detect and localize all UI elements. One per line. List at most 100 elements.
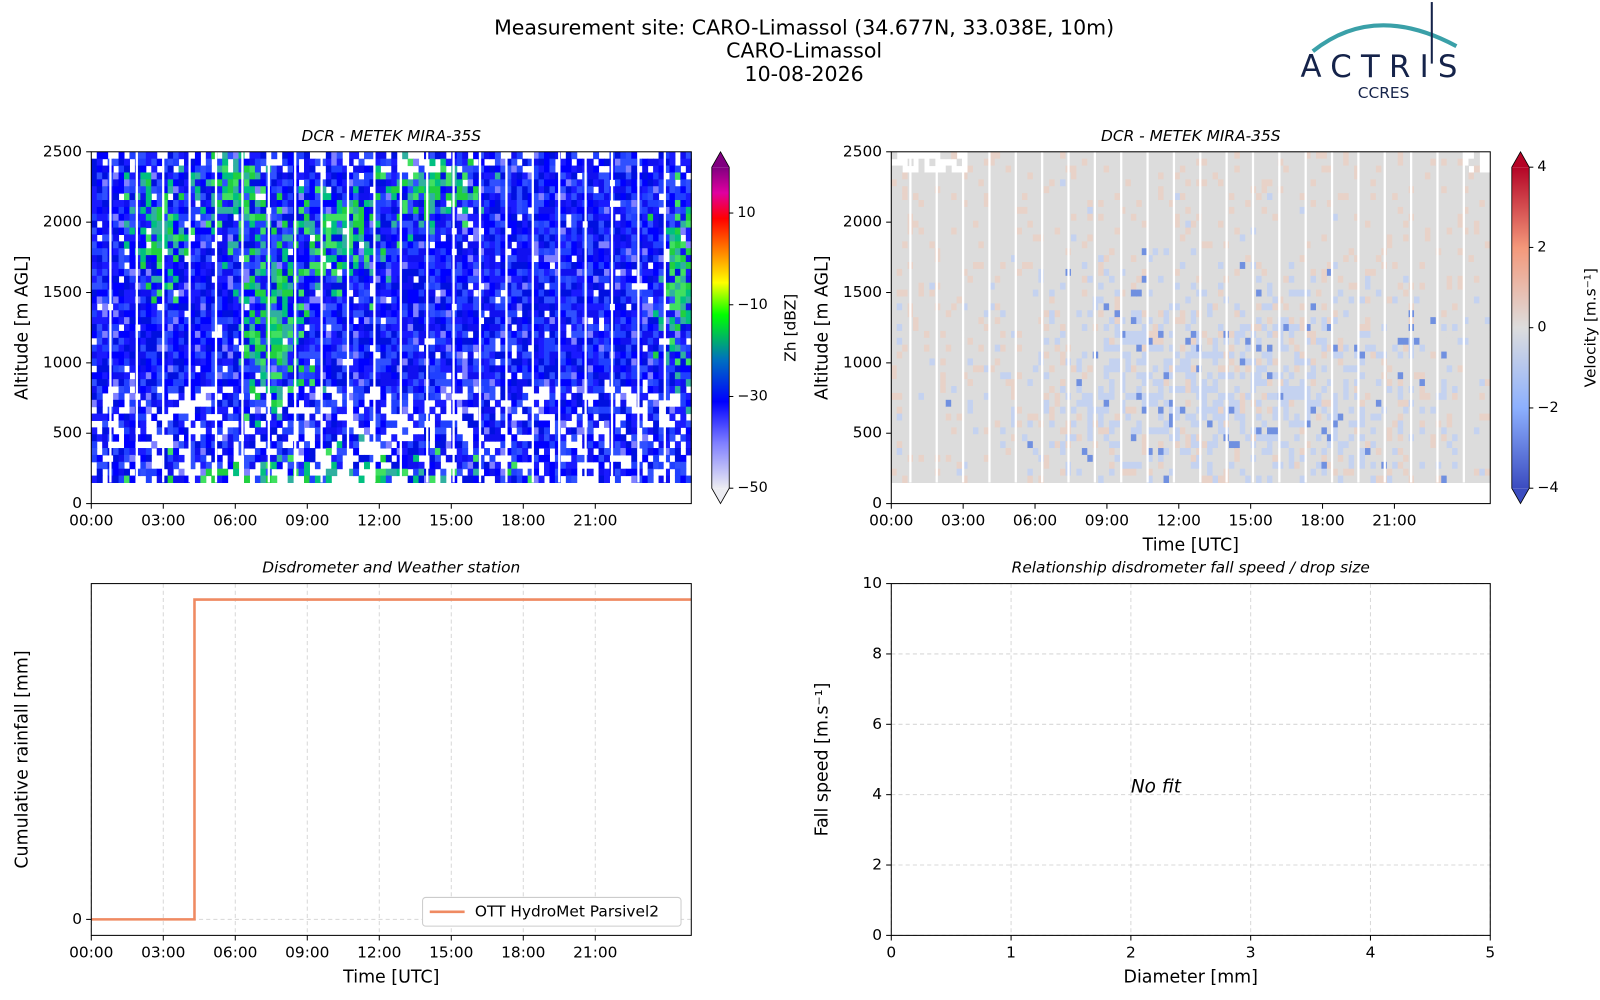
radar-cell bbox=[413, 420, 420, 428]
radar-cell bbox=[445, 193, 452, 201]
radar-cell bbox=[407, 186, 414, 194]
radar-cell bbox=[145, 317, 152, 325]
radar-cell bbox=[353, 213, 360, 222]
radar-cell bbox=[156, 399, 163, 408]
radar-cell bbox=[918, 262, 925, 270]
radar-cell bbox=[140, 289, 147, 297]
radar-cell bbox=[309, 330, 316, 339]
radar-cell bbox=[598, 372, 605, 380]
radar-cell bbox=[593, 234, 600, 242]
radar-cell bbox=[407, 303, 414, 311]
radar-cell bbox=[211, 303, 218, 311]
radar-cell bbox=[129, 448, 136, 456]
radar-cell bbox=[500, 468, 507, 477]
radar-cell bbox=[560, 255, 567, 263]
radar-cell bbox=[364, 248, 370, 256]
radar-cell bbox=[642, 427, 649, 435]
radar-cell bbox=[636, 234, 643, 242]
radar-cell bbox=[664, 468, 670, 477]
radar-cell bbox=[484, 206, 490, 215]
radar-cell bbox=[544, 248, 550, 256]
radar-cell bbox=[91, 317, 98, 325]
radar-cell bbox=[374, 365, 381, 373]
radar-cell bbox=[494, 262, 501, 270]
radar-cell bbox=[940, 441, 947, 449]
radar-cell bbox=[484, 386, 490, 394]
radar-cell bbox=[527, 255, 534, 263]
radar-cell bbox=[407, 337, 414, 346]
radar-cell bbox=[560, 268, 567, 277]
radar-cell bbox=[902, 448, 909, 456]
radar-cell bbox=[336, 172, 343, 180]
radar-cell bbox=[918, 392, 925, 401]
radar-cell bbox=[309, 220, 316, 229]
radar-cell bbox=[287, 392, 294, 401]
radar-cell bbox=[560, 420, 567, 428]
radar-cell bbox=[549, 303, 556, 311]
radar-cell bbox=[96, 317, 103, 325]
radar-cell bbox=[462, 413, 469, 421]
radar-cell bbox=[347, 330, 354, 339]
radar-cell bbox=[647, 441, 654, 449]
radar-cell bbox=[614, 151, 621, 160]
radar-cell bbox=[173, 379, 180, 387]
radar-cell bbox=[364, 420, 370, 428]
radar-cell bbox=[407, 213, 414, 222]
radar-cell bbox=[631, 275, 638, 284]
radar-cell bbox=[336, 227, 343, 235]
radar-cell bbox=[478, 427, 485, 435]
radar-cell bbox=[336, 193, 343, 201]
radar-cell bbox=[913, 227, 920, 235]
radar-cell bbox=[249, 234, 256, 242]
radar-cell bbox=[918, 268, 925, 277]
radar-cell bbox=[664, 158, 670, 167]
radar-cell bbox=[631, 413, 638, 421]
radar-cell bbox=[511, 151, 518, 160]
radar-cell bbox=[145, 151, 152, 160]
radar-cell bbox=[418, 262, 425, 270]
radar-cell bbox=[598, 344, 605, 353]
radar-cell bbox=[680, 344, 687, 353]
radar-cell bbox=[145, 172, 152, 180]
radar-cell bbox=[554, 282, 561, 291]
radar-cell bbox=[173, 275, 180, 284]
radar-cell bbox=[353, 358, 360, 366]
radar-cell bbox=[664, 386, 670, 394]
radar-cell bbox=[287, 206, 294, 215]
radar-cell bbox=[145, 200, 152, 208]
x-tick-label: 06:00 bbox=[213, 512, 257, 530]
radar-cell bbox=[669, 172, 676, 180]
radar-cell bbox=[216, 337, 223, 346]
radar-cell bbox=[282, 248, 289, 256]
radar-cell bbox=[113, 296, 120, 304]
radar-cell bbox=[462, 213, 469, 222]
radar-cell bbox=[473, 434, 480, 442]
radar-cell bbox=[434, 379, 441, 387]
radar-cell bbox=[364, 344, 370, 353]
radar-cell bbox=[923, 324, 930, 332]
radar-cell bbox=[298, 461, 305, 470]
radar-cell bbox=[178, 165, 185, 173]
radar-cell bbox=[418, 234, 425, 242]
radar-cell bbox=[216, 317, 223, 325]
radar-cell bbox=[145, 234, 152, 242]
radar-cell bbox=[587, 379, 594, 387]
radar-cell bbox=[929, 358, 936, 366]
radar-cell bbox=[440, 186, 447, 194]
radar-cell bbox=[522, 379, 529, 387]
radar-cell bbox=[604, 454, 610, 463]
radar-cell bbox=[336, 151, 343, 160]
radar-cell bbox=[625, 158, 632, 167]
radar-cell bbox=[178, 296, 185, 304]
radar-cell bbox=[374, 234, 381, 242]
radar-cell bbox=[636, 289, 643, 297]
radar-cell bbox=[118, 172, 125, 180]
radar-cell bbox=[151, 172, 158, 180]
radar-cell bbox=[571, 461, 578, 470]
radar-cell bbox=[429, 289, 436, 297]
radar-cell bbox=[353, 372, 360, 380]
radar-cell bbox=[434, 227, 441, 235]
radar-cell bbox=[440, 441, 447, 449]
radar-cell bbox=[456, 448, 463, 456]
radar-cell bbox=[156, 406, 163, 415]
